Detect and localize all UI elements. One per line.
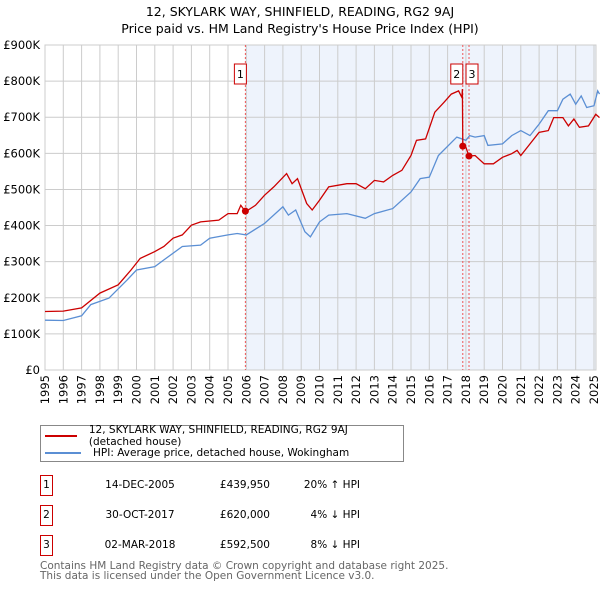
sale-price: £439,950 bbox=[219, 479, 270, 491]
plot-border bbox=[44, 44, 597, 371]
x-tick-label: 2009 bbox=[294, 375, 308, 404]
legend-item-hpi: HPI: Average price, detached house, Woki… bbox=[45, 446, 349, 460]
x-tick-label: 2000 bbox=[130, 375, 144, 404]
sale-label-box bbox=[465, 63, 479, 85]
x-tick-label: 2015 bbox=[404, 375, 418, 404]
y-tick-label: £700K bbox=[3, 110, 40, 124]
x-tick-label: 2006 bbox=[239, 375, 253, 404]
y-tick-label: £900K bbox=[3, 38, 40, 52]
x-tick-label: 2016 bbox=[422, 375, 436, 404]
sale-label-box bbox=[450, 63, 464, 85]
sale-label: 2 bbox=[453, 68, 460, 81]
y-tick-label: £400K bbox=[3, 219, 40, 233]
x-tick-label: 2008 bbox=[276, 375, 290, 404]
sale-date: 30-OCT-2017 bbox=[105, 509, 175, 521]
x-tick-label: 2013 bbox=[367, 375, 381, 404]
x-tick-label: 1998 bbox=[93, 375, 107, 404]
x-tick-label: 2011 bbox=[331, 375, 345, 404]
sale-number-badge: 3 bbox=[40, 535, 53, 556]
sale-hpi-diff: 8% ↓ HPI bbox=[310, 539, 360, 551]
x-tick-label: 2018 bbox=[459, 375, 473, 404]
x-tick-label: 2005 bbox=[221, 375, 235, 404]
sale-label-box bbox=[233, 63, 247, 85]
x-tick-label: 2014 bbox=[386, 375, 400, 404]
chart-title-line1: 12, SKYLARK WAY, SHINFIELD, READING, RG2… bbox=[145, 4, 455, 19]
x-tick-label: 2017 bbox=[441, 375, 455, 404]
y-tick-label: £500K bbox=[3, 182, 40, 196]
x-tick-label: 1997 bbox=[75, 375, 89, 404]
y-tick-label: £300K bbox=[3, 255, 40, 269]
x-tick-label: 1999 bbox=[111, 375, 125, 404]
sale-date: 14-DEC-2005 bbox=[105, 479, 175, 491]
series-line-hpi bbox=[44, 89, 600, 322]
y-tick-label: £0 bbox=[25, 363, 40, 377]
series-line-property bbox=[44, 89, 600, 313]
legend-label: HPI: Average price, detached house, Woki… bbox=[93, 447, 350, 459]
sale-label: 1 bbox=[237, 68, 244, 81]
x-tick-label: 2022 bbox=[532, 375, 546, 404]
chart-title-line2: Price paid vs. HM Land Registry's House … bbox=[121, 21, 479, 36]
sale-row: 1 14-DEC-2005 £439,950 20% ↑ HPI bbox=[40, 475, 440, 496]
sale-point bbox=[241, 207, 249, 215]
x-tick-label: 2002 bbox=[166, 375, 180, 404]
sale-date: 02-MAR-2018 bbox=[104, 539, 176, 551]
y-tick-label: £600K bbox=[3, 146, 40, 160]
x-tick-label: 2007 bbox=[258, 375, 272, 404]
sale-price: £620,000 bbox=[219, 509, 270, 521]
sale-point bbox=[459, 142, 467, 150]
sale-hpi-diff: 4% ↓ HPI bbox=[310, 509, 360, 521]
sale-hpi-diff: 20% ↑ HPI bbox=[303, 479, 360, 491]
legend: 12, SKYLARK WAY, SHINFIELD, READING, RG2… bbox=[40, 424, 404, 462]
x-tick-label: 2019 bbox=[477, 375, 491, 404]
legend-swatch-red bbox=[45, 435, 77, 437]
sale-price: £592,500 bbox=[219, 539, 270, 551]
x-tick-label: 2025 bbox=[587, 375, 600, 404]
x-tick-label: 1995 bbox=[38, 375, 52, 404]
x-tick-label: 1996 bbox=[56, 375, 70, 404]
x-tick-label: 2012 bbox=[349, 375, 363, 404]
x-tick-label: 2010 bbox=[313, 375, 327, 404]
x-tick-label: 2004 bbox=[203, 375, 217, 404]
price-chart: £0 £100K £200K £300K £400K £500K £600K £700K £80… bbox=[3, 38, 600, 404]
y-tick-label: £100K bbox=[3, 327, 40, 341]
x-tick-label: 2023 bbox=[550, 375, 564, 404]
y-tick-label: £200K bbox=[3, 291, 40, 305]
x-tick-label: 2021 bbox=[514, 375, 528, 404]
sale-point bbox=[465, 152, 473, 160]
sale-number-badge: 2 bbox=[40, 505, 53, 526]
sale-row: 2 30-OCT-2017 £620,000 4% ↓ HPI bbox=[40, 505, 440, 526]
legend-swatch-blue bbox=[45, 452, 81, 454]
sale-number-badge: 1 bbox=[40, 475, 53, 496]
footer-copyright: Contains HM Land Registry data © Crown c… bbox=[40, 560, 449, 572]
x-tick-label: 2001 bbox=[148, 375, 162, 404]
post-sale-shading bbox=[245, 45, 596, 370]
sale-row: 3 02-MAR-2018 £592,500 8% ↓ HPI bbox=[40, 535, 440, 556]
legend-item-property: 12, SKYLARK WAY, SHINFIELD, READING, RG2… bbox=[45, 424, 403, 448]
x-tick-label: 2003 bbox=[184, 375, 198, 404]
legend-label: 12, SKYLARK WAY, SHINFIELD, READING, RG2… bbox=[88, 424, 348, 448]
x-tick-label: 2020 bbox=[496, 375, 510, 404]
x-tick-label: 2024 bbox=[569, 375, 583, 404]
y-tick-label: £800K bbox=[3, 74, 40, 88]
footer-licence: This data is licensed under the Open Gov… bbox=[40, 570, 375, 582]
sale-label: 3 bbox=[469, 68, 476, 81]
